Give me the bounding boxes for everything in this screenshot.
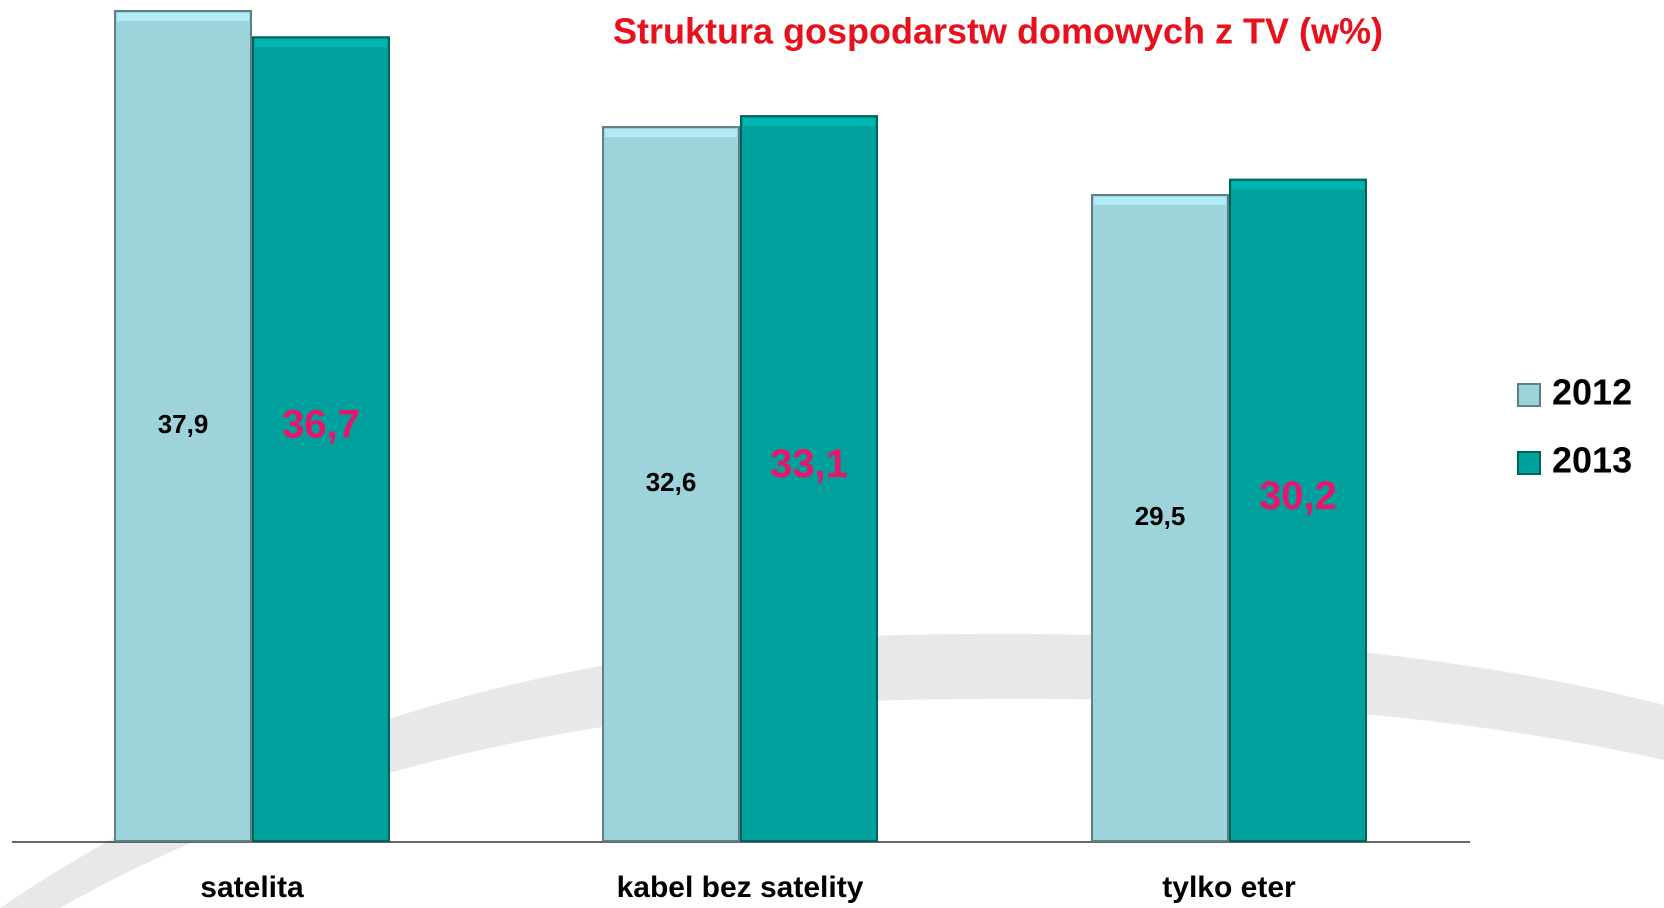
bar (740, 115, 878, 843)
bar (602, 126, 740, 842)
bar-bevel (743, 118, 875, 127)
x-tick-label: kabel bez satelity (617, 871, 864, 904)
data-label: 33,1 (770, 442, 848, 486)
bar (114, 10, 252, 842)
legend-label: 2013 (1552, 440, 1632, 481)
bar-bevel (255, 39, 387, 48)
legend-label: 2012 (1552, 372, 1632, 413)
bar-bevel (1094, 196, 1226, 205)
bar (1229, 178, 1367, 842)
x-tick-label: satelita (200, 871, 304, 904)
chart-title: Struktura gospodarstw domowych z TV (w%) (613, 11, 1383, 52)
data-label: 29,5 (1135, 501, 1186, 531)
data-label: 37,9 (158, 409, 209, 439)
data-label: 32,6 (646, 467, 697, 497)
bar (1091, 193, 1229, 843)
bar-bevel (1232, 181, 1364, 190)
bar (252, 36, 390, 843)
legend-swatch (1517, 451, 1541, 475)
x-tick-label: tylko eter (1162, 871, 1296, 904)
legend-swatch (1517, 383, 1541, 407)
bar-bevel (605, 129, 737, 138)
bar-bevel (117, 13, 249, 21)
data-label: 36,7 (282, 403, 360, 447)
data-label: 30,2 (1259, 474, 1337, 518)
